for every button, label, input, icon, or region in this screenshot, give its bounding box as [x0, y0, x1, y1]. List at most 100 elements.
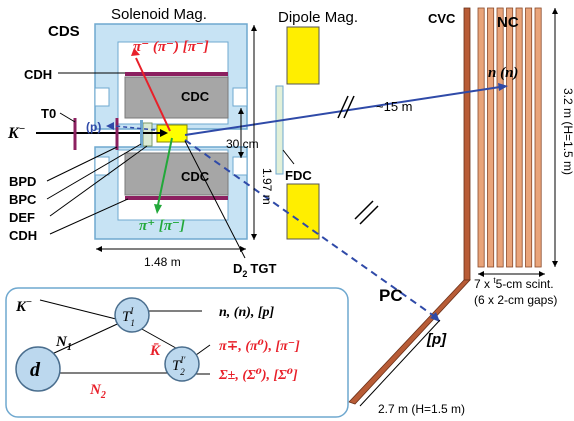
cdc-top-label: CDC: [181, 89, 210, 104]
dist-30cm-label: 30 cm: [226, 137, 259, 151]
kaon-label: K−: [7, 123, 25, 142]
text-labels: Solenoid Mag. Dipole Mag. CDS CVC CDH CD…: [7, 6, 574, 416]
fey-n1-line: [51, 319, 127, 355]
nc-layers-label: 7 x t5-cm scint.: [474, 276, 554, 291]
proton-arrowhead: [430, 312, 440, 322]
neutron-break-2: [343, 95, 355, 119]
pc-size-label: 2.7 m (H=1.5 m): [378, 402, 465, 416]
nc-scintillator-layer: [515, 7, 523, 268]
pi-bottom-label: π⁺ [π⁻]: [139, 218, 185, 234]
dimensions: [96, 8, 558, 407]
nc-gaps-label: (6 x 2-cm gaps): [474, 293, 557, 307]
solenoid-magnet: [94, 23, 248, 240]
dist-15m-label: ~15 m: [376, 99, 413, 114]
dim-pc: [359, 319, 441, 407]
fey-n1-label: N1: [55, 334, 72, 353]
feynman-diagram: K− N1 K̄ N2 d TI 1 TI' 2 n, (n), [p] π∓, (…: [5, 287, 349, 418]
fey-t2-node: [164, 346, 200, 382]
dim-nc-arrow-t: [552, 8, 558, 14]
fey-out-top: n, (n), [p]: [219, 305, 275, 320]
proton-track: [184, 139, 435, 317]
nc-scintillator-layer: [506, 7, 514, 268]
leader-def: [49, 145, 148, 217]
def-element: [142, 122, 153, 147]
leader-bpc: [46, 143, 142, 200]
fey-d-label: d: [30, 359, 41, 381]
pc-label: PC: [379, 286, 403, 305]
cdc-bottom-block: [124, 152, 229, 196]
neutron-track: [184, 86, 501, 136]
p-beam-label: (p): [86, 120, 101, 134]
dim-30cm-arrow-b: [238, 152, 244, 158]
fey-t2-out1: [195, 344, 211, 356]
d2-tgt-label: D2 TGT: [233, 261, 276, 279]
fey-t2-label: TI' 2: [172, 355, 186, 377]
leader-t0: [59, 112, 76, 123]
fdc-label: FDC: [285, 168, 312, 183]
nc-height-label: 3.2 m (H=1.5 m): [561, 88, 574, 175]
dipole-top: [286, 26, 320, 85]
dim-nc-w-arrow-r: [539, 271, 545, 277]
proton-label: [p]: [426, 331, 447, 348]
dipole-magnet: [275, 26, 320, 240]
pc-wall: [348, 279, 471, 405]
nc-scintillator-layer: [487, 7, 495, 268]
dist-148m-label: 1.48 m: [144, 255, 181, 269]
solenoid-notch-1: [94, 87, 110, 107]
dipole-label: Dipole Mag.: [278, 9, 358, 26]
leader-cdh-bottom: [49, 198, 129, 235]
dim-148m-arrow-l: [96, 246, 102, 252]
kaon-beam-arrowhead: [160, 129, 168, 137]
pi-minus-track: [135, 57, 171, 132]
nc-scintillator-layer: [477, 7, 485, 268]
fey-d-node: [15, 346, 61, 392]
pc-bar: [348, 279, 471, 405]
beam-line: [36, 118, 168, 150]
cdh-top-bar: [125, 72, 228, 76]
fey-t1-node: [114, 297, 150, 333]
leader-lines: [46, 72, 295, 259]
cdh-bottom-bar: [125, 196, 228, 200]
fey-n2-label: N2: [89, 382, 106, 401]
cvc-bar: [463, 7, 471, 281]
fey-k-line: [39, 299, 125, 322]
nc-scintillator-layer: [496, 7, 504, 268]
fey-out-mid: π∓, (π⁰), [π⁻]: [219, 339, 300, 354]
pi-plus-arrowhead: [154, 204, 162, 214]
cdh-bottom-label: CDH: [9, 228, 37, 243]
solenoid-label: Solenoid Mag.: [111, 6, 207, 23]
bpc-counter: [140, 120, 143, 147]
nc-scintillator-layer: [525, 7, 533, 268]
neutron-arrowhead: [498, 83, 508, 91]
solenoid-notch-3: [232, 87, 248, 107]
pi-plus-track: [157, 137, 173, 206]
proton-break-2: [359, 205, 379, 225]
fey-k-label: K−: [15, 297, 32, 315]
cvc-wall: [463, 7, 471, 281]
nc-scintillator-layer: [534, 7, 542, 268]
proton-break-1: [354, 200, 374, 220]
cvc-label: CVC: [428, 11, 456, 26]
neutron-break-1: [337, 95, 349, 119]
fdc-chamber: [275, 85, 284, 175]
dim-30cm-arrow-t: [238, 108, 244, 114]
t0-label: T0: [41, 106, 56, 121]
cds-label: CDS: [48, 23, 80, 40]
fey-out-bot: Σ±, (Σ⁰), [Σ⁰]: [218, 368, 298, 383]
nc-array: [477, 7, 542, 268]
bpd-label: BPD: [9, 174, 36, 189]
solenoid-notch-2: [94, 156, 110, 176]
dim-nc-arrow-b: [552, 261, 558, 267]
fey-kbar-label: K̄: [149, 343, 161, 359]
leader-tgt: [184, 140, 246, 259]
dim-197m-arrow-t: [251, 25, 257, 31]
pi-top-label: π⁻ (π⁻) [π⁻]: [133, 39, 209, 55]
solenoid-notch-4: [232, 156, 248, 176]
dim-nc-w-arrow-l: [478, 271, 484, 277]
bpc-label: BPC: [9, 192, 37, 207]
leader-bpd: [46, 146, 118, 182]
dist-197m-label: 1.97 m: [260, 168, 274, 205]
nc-label: NC: [497, 14, 519, 31]
def-label: DEF: [9, 210, 35, 225]
cdc-bottom-label: CDC: [181, 169, 210, 184]
